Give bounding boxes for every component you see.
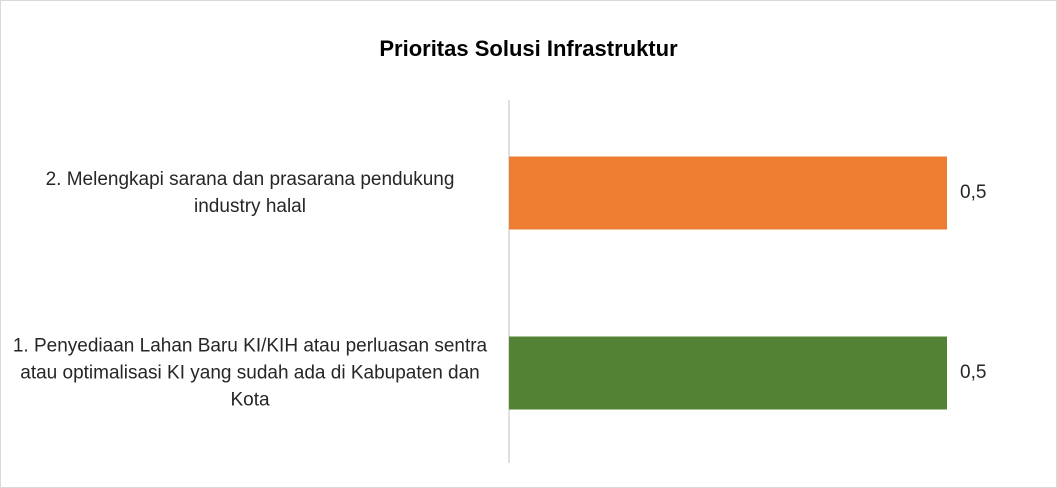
data-label: 0,5 [960,362,986,383]
y-tick-label: 1. Penyediaan Lahan Baru KI/KIH atau per… [12,335,488,411]
y-tick-label: 2. Melengkapi sarana dan prasarana pendu… [45,169,455,217]
chart-title: Prioritas Solusi Infrastruktur [379,36,678,61]
bar [509,336,947,410]
bar [509,156,947,230]
data-label: 0,5 [960,182,986,203]
